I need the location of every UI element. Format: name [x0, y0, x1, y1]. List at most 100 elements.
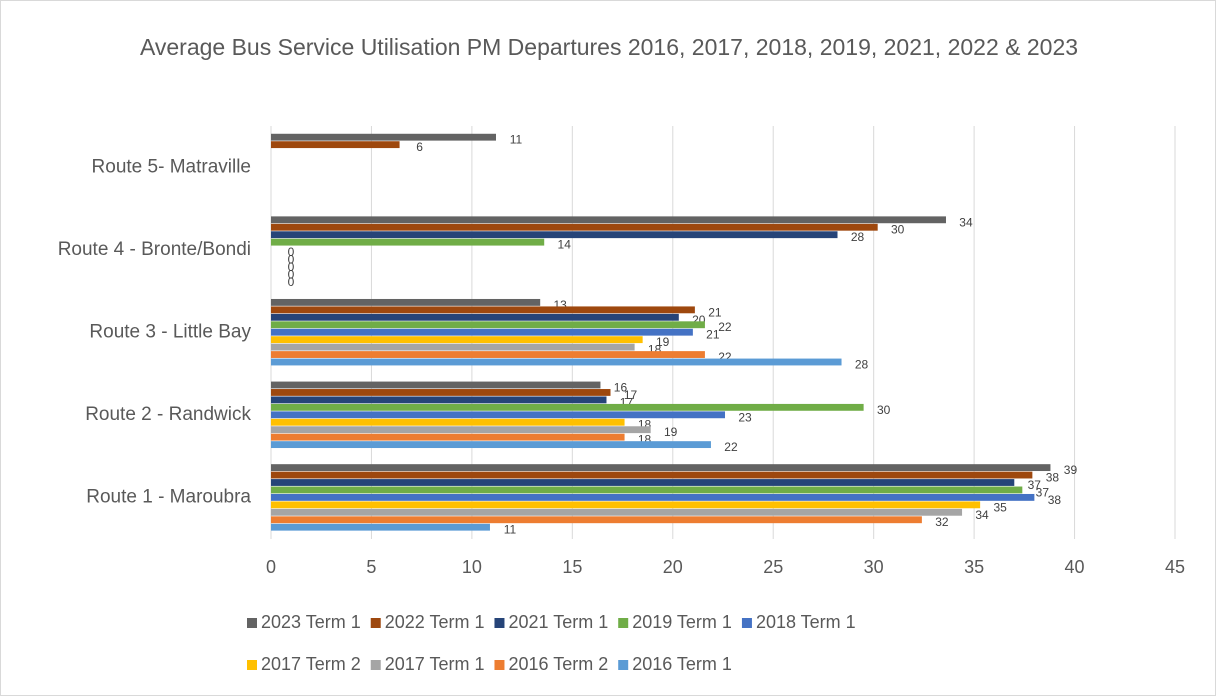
- y-tick-label: Route 5- Matraville: [92, 156, 251, 177]
- bar: [271, 298, 541, 306]
- x-tick-label: 15: [562, 557, 582, 577]
- bar: [271, 508, 963, 516]
- legend-label: 2017 Term 2: [261, 654, 361, 674]
- bar: [271, 464, 1051, 472]
- data-label: 34: [975, 508, 989, 522]
- data-label: 19: [664, 425, 678, 439]
- x-tick-label: 45: [1165, 557, 1185, 577]
- legend-swatch: [618, 618, 629, 628]
- x-tick-label: 40: [1065, 557, 1085, 577]
- data-label: 32: [935, 515, 949, 529]
- bar: [271, 306, 695, 314]
- bar: [271, 133, 496, 141]
- data-label: 0: [288, 275, 295, 289]
- data-label: 11: [504, 523, 517, 537]
- data-label: 30: [877, 403, 891, 417]
- bar: [271, 403, 864, 411]
- y-tick-label: Route 4 - Bronte/Bondi: [58, 239, 251, 260]
- bar: [271, 516, 922, 524]
- data-label: 35: [993, 500, 1007, 514]
- data-label: 11: [510, 133, 523, 147]
- data-label: 0: [288, 245, 295, 259]
- x-tick-label: 35: [964, 557, 984, 577]
- data-label: 17: [624, 388, 638, 402]
- data-label: 22: [724, 440, 738, 454]
- bar: [271, 216, 946, 224]
- legend-swatch: [247, 660, 257, 670]
- data-label: 30: [891, 223, 905, 237]
- legend-label: 2017 Term 1: [385, 654, 485, 674]
- data-label: 37: [1028, 478, 1042, 492]
- data-label: 0: [288, 253, 295, 267]
- data-label: 6: [416, 140, 423, 154]
- data-label: 19: [656, 335, 670, 349]
- bar: [271, 358, 842, 366]
- y-tick-label: Route 1 - Maroubra: [86, 487, 251, 508]
- bar: [271, 389, 611, 396]
- bar: [271, 396, 607, 404]
- bar: [271, 523, 490, 531]
- legend-swatch: [370, 618, 381, 628]
- legend-swatch: [741, 618, 752, 628]
- data-label: 39: [1064, 463, 1078, 477]
- x-tick-label: 5: [366, 557, 376, 577]
- data-label: 34: [959, 215, 973, 229]
- bar: [271, 441, 711, 449]
- legend-swatch: [247, 618, 257, 628]
- data-label: 21: [706, 328, 720, 342]
- legend-swatch: [494, 618, 505, 628]
- bar: [271, 426, 651, 434]
- bar: [271, 479, 1015, 486]
- legend-swatch: [618, 660, 629, 670]
- bar: [271, 321, 705, 329]
- data-label: 14: [558, 238, 572, 252]
- bar: [271, 381, 601, 389]
- bar: [271, 501, 981, 509]
- bar: [271, 486, 1023, 494]
- bar: [271, 351, 705, 358]
- bar: [271, 433, 625, 441]
- legend-swatch: [494, 660, 505, 670]
- chart-title: Average Bus Service Utilisation PM Depar…: [139, 34, 1079, 60]
- bar: [271, 328, 693, 336]
- legend-label: 2023 Term 1: [261, 612, 361, 632]
- bar: [271, 471, 1033, 479]
- data-label: 28: [855, 357, 869, 371]
- legend-label: 2019 Term 1: [632, 612, 732, 632]
- data-label: 21: [708, 305, 722, 319]
- x-tick-label: 20: [663, 557, 683, 577]
- legend-label: 2016 Term 1: [632, 654, 732, 674]
- bar: [271, 238, 545, 246]
- legend-label: 2022 Term 1: [385, 612, 485, 632]
- data-label: 23: [738, 410, 752, 424]
- bar: [271, 411, 726, 419]
- bar: [271, 141, 400, 149]
- data-label: 22: [718, 320, 732, 334]
- data-label: 28: [851, 230, 865, 244]
- data-label: 16: [614, 380, 628, 394]
- bar: [271, 231, 838, 239]
- y-tick-label: Route 2 - Randwick: [85, 404, 251, 425]
- legend-label: 2016 Term 2: [508, 654, 608, 674]
- bar: [271, 418, 625, 426]
- data-label: 37: [1036, 485, 1050, 499]
- bar: [271, 313, 679, 321]
- data-label: 0: [288, 260, 295, 274]
- y-tick-label: Route 3 - Little Bay: [89, 322, 251, 343]
- x-tick-label: 10: [462, 557, 482, 577]
- legend-label: 2018 Term 1: [756, 612, 856, 632]
- x-tick-label: 0: [266, 557, 276, 577]
- bar: [271, 493, 1035, 501]
- x-tick-label: 30: [864, 557, 884, 577]
- legend-swatch: [370, 660, 381, 670]
- data-label: 38: [1048, 493, 1062, 507]
- data-label: 0: [288, 267, 295, 281]
- legend-label: 2021 Term 1: [508, 612, 608, 632]
- x-tick-label: 25: [763, 557, 783, 577]
- data-label: 38: [1046, 471, 1060, 485]
- bar: [271, 223, 878, 231]
- bar: [271, 343, 635, 351]
- bar: [271, 336, 643, 344]
